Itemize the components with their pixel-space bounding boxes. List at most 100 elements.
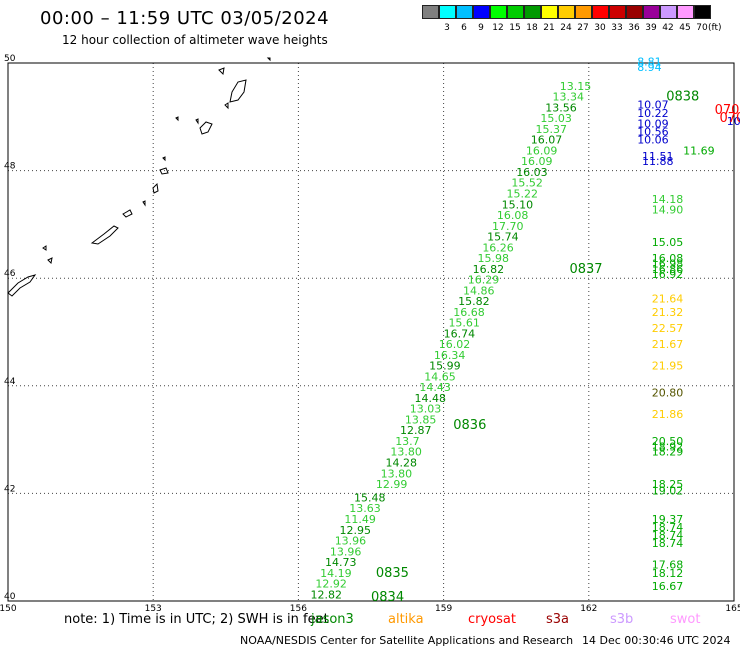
wave-height-label: 15.52	[511, 177, 543, 190]
legend-swatch	[422, 5, 439, 19]
wave-height-label: 16.68	[453, 306, 485, 319]
wave-height-label: 12.82	[311, 588, 343, 601]
wave-height-label: 15.37	[536, 123, 568, 136]
legend-label: 9	[478, 23, 484, 33]
legend-label: 18	[526, 23, 538, 33]
island-outline	[7, 274, 37, 297]
wave-height-label: 12.95	[340, 524, 372, 537]
wave-height-label: 16.26	[482, 241, 514, 254]
lat-tick-label: 44	[4, 377, 16, 387]
wave-height-label: 16.74	[444, 327, 476, 340]
wave-height-label: 18.25	[652, 478, 684, 491]
legend-label: 39	[645, 23, 657, 33]
wave-height-label: 15.03	[540, 112, 572, 125]
wave-height-label: 18.74	[652, 529, 684, 542]
wave-height-label: 14.86	[463, 284, 495, 297]
legend-label: 70	[696, 23, 708, 33]
wave-height-label: 19.37	[652, 513, 684, 526]
wave-height-label: 13.34	[553, 91, 585, 104]
map-frame	[7, 62, 735, 602]
wave-height-label: 13.80	[390, 446, 422, 459]
lon-tick-label: 153	[145, 604, 162, 614]
page-subtitle: 12 hour collection of altimeter wave hei…	[62, 33, 328, 47]
island-outline	[162, 156, 166, 162]
island-outline	[195, 118, 199, 125]
island-outline	[90, 225, 119, 245]
pass-time-label: 0707	[715, 103, 740, 118]
legend-swatch	[541, 5, 558, 19]
legend-swatch	[558, 5, 575, 19]
legend-swatch	[490, 5, 507, 19]
lon-tick-label: 156	[290, 604, 307, 614]
wave-height-label: 21.32	[652, 306, 684, 319]
wave-height-label: 8.94	[637, 61, 662, 74]
island-outline	[42, 245, 47, 251]
wave-height-label: 15.99	[429, 360, 461, 373]
color-legend: (ft) 3 6 9 12 15 18 21 24 27 30 33 36 39 42 45 70	[422, 5, 732, 35]
legend-label: 27	[577, 23, 589, 33]
wave-height-labels: 12.8212.9214.1914.7313.9613.9612.9511.49…	[311, 56, 740, 605]
map-border	[7, 62, 735, 602]
wave-height-label: 16.02	[439, 338, 471, 351]
wave-height-label: 18.74	[652, 537, 684, 550]
footer-note: note: 1) Time is in UTC; 2) SWH is in fe…	[64, 612, 329, 627]
wave-height-label: 15.10	[502, 198, 534, 211]
wave-height-label: 21.86	[652, 408, 684, 421]
mission-label: s3b	[610, 612, 634, 627]
island-outline	[224, 102, 229, 110]
wave-height-label: 13.85	[405, 413, 437, 426]
pass-time-label: 0835	[376, 566, 409, 581]
wave-height-label: 16.92	[652, 268, 684, 281]
wave-height-label: 14.65	[424, 370, 456, 383]
mission-label: cryosat	[468, 612, 516, 627]
wave-height-label: 22.57	[652, 322, 684, 335]
wave-height-label: 16.82	[473, 263, 505, 276]
wave-height-label: 16.03	[516, 166, 548, 179]
wave-height-label: 16.67	[652, 580, 684, 593]
wave-height-label: 10.56	[637, 126, 669, 139]
pass-time-label: 0836	[453, 418, 486, 433]
wave-height-label: 13.96	[335, 535, 367, 548]
wave-height-label: 15.22	[507, 188, 539, 201]
legend-label: 21	[543, 23, 555, 33]
wave-height-label: 15.98	[477, 252, 509, 265]
wave-height-label: 11.51	[642, 150, 674, 163]
legend-label: 15	[509, 23, 521, 33]
wave-height-label: 13.80	[381, 467, 413, 480]
wave-height-label: 16.09	[521, 155, 553, 168]
wave-height-label: 18.29	[652, 446, 684, 459]
lon-tick-label: 150	[0, 604, 17, 614]
wave-height-label: 16.86	[652, 263, 684, 276]
wave-height-label: 14.43	[419, 381, 451, 394]
island-outline	[159, 167, 169, 175]
wave-height-label: 18.12	[652, 567, 684, 580]
wave-height-label: 21.67	[652, 338, 684, 351]
generated-timestamp: 14 Dec 00:30:46 UTC 2024	[582, 634, 731, 647]
wave-height-label: 15.48	[354, 491, 386, 504]
legend-label: 3	[444, 23, 450, 33]
wave-height-label: 16.08	[652, 252, 684, 265]
wave-height-label: 16.07	[531, 134, 563, 147]
island-outline	[152, 182, 159, 194]
wave-height-label: 10.06	[637, 134, 669, 147]
legend-swatch	[473, 5, 490, 19]
island-outline	[122, 209, 133, 218]
legend-label: 42	[662, 23, 674, 33]
wave-height-label: 10.22	[637, 107, 669, 120]
legend-swatch	[609, 5, 626, 19]
wave-height-label: 11.69	[683, 144, 715, 157]
wave-height-label: 16.08	[497, 209, 528, 222]
lat-tick-label: 46	[4, 269, 16, 279]
wave-height-label: 17.70	[492, 220, 524, 233]
mission-label: swot	[670, 612, 701, 627]
wave-height-label: 14.18	[652, 193, 684, 206]
lon-tick-label: 162	[580, 604, 597, 614]
wave-height-label: 11.49	[344, 513, 376, 526]
island-outline	[142, 200, 146, 207]
wave-height-label: 13.96	[330, 545, 362, 558]
legend-label: 36	[628, 23, 640, 33]
pass-time-label: 0837	[569, 262, 602, 277]
wave-height-label: 12.92	[315, 578, 347, 591]
lat-tick-label: 50	[4, 54, 16, 64]
wave-height-label: 13.15	[560, 80, 592, 93]
